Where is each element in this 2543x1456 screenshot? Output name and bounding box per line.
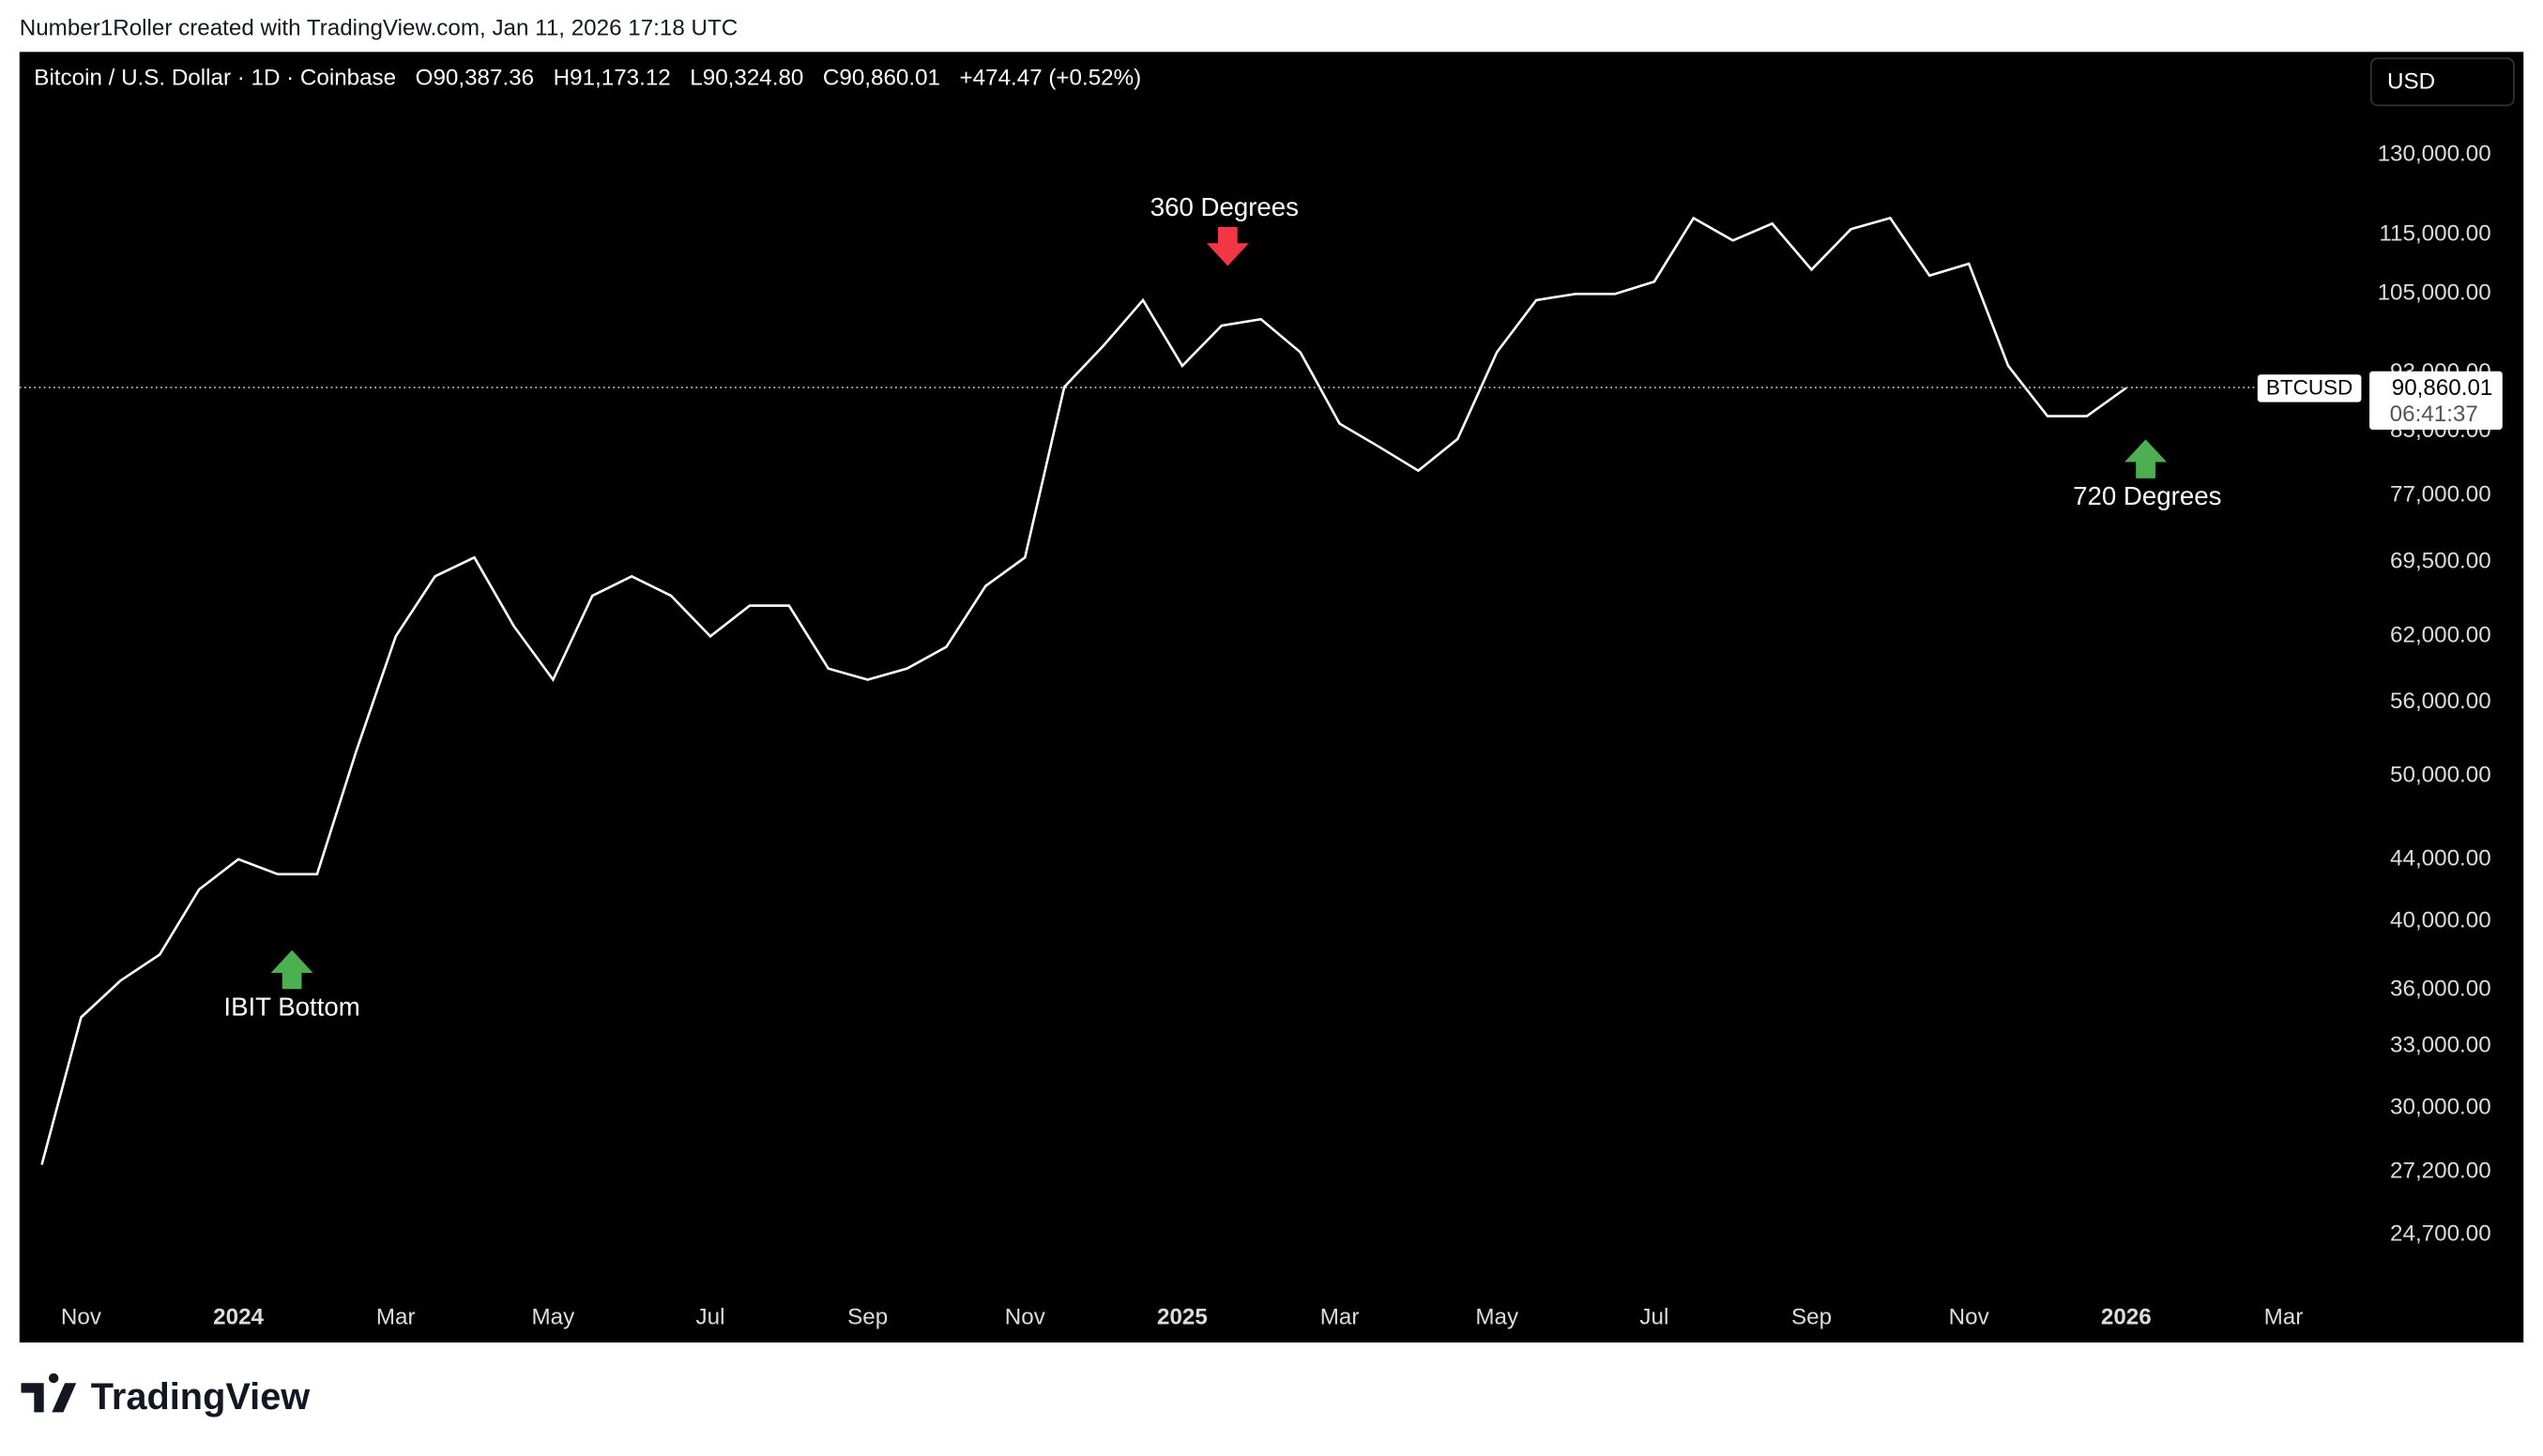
last-price: 90,860.01 — [2392, 375, 2493, 401]
x-tick-label: May — [532, 1304, 576, 1329]
y-tick-label: 105,000.00 — [2378, 281, 2491, 306]
symbol: Bitcoin / U.S. Dollar · 1D · Coinbase — [34, 66, 396, 91]
x-tick-label: Mar — [376, 1304, 416, 1329]
x-tick-label: Jul — [1639, 1304, 1668, 1329]
watermark: Number1Roller created with TradingView.c… — [20, 15, 738, 40]
x-tick-label: Jul — [696, 1304, 725, 1329]
close: C90,860.01 — [823, 66, 940, 91]
y-tick-label: 36,000.00 — [2390, 976, 2491, 1001]
x-tick-label: 2024 — [213, 1304, 264, 1329]
currency[interactable]: USD — [2387, 69, 2435, 95]
header: Bitcoin / U.S. Dollar · 1D · Coinbase O9… — [34, 66, 1141, 91]
x-tick-label: Mar — [1320, 1304, 1360, 1329]
y-tick-label: 33,000.00 — [2390, 1033, 2491, 1058]
y-tick-label: 50,000.00 — [2390, 763, 2491, 788]
y-tick-label: 27,200.00 — [2390, 1158, 2491, 1183]
y-tick-label: 62,000.00 — [2390, 623, 2491, 648]
x-tick-label: Sep — [1791, 1304, 1832, 1329]
logo-text: TradingView — [91, 1376, 310, 1418]
y-tick-label: 115,000.00 — [2379, 221, 2490, 247]
x-tick-label: Mar — [2264, 1304, 2304, 1329]
arrow-up — [270, 949, 313, 990]
y-tick-label: 130,000.00 — [2378, 142, 2491, 167]
price-box — [2369, 371, 2503, 430]
logo-mark — [21, 1373, 77, 1413]
y-tick-label: 44,000.00 — [2390, 845, 2491, 871]
arrow-up — [2124, 439, 2168, 478]
chart-panel — [19, 52, 2524, 1343]
countdown: 06:41:37 — [2390, 402, 2478, 427]
y-tick-label: 30,000.00 — [2390, 1095, 2491, 1120]
arrow-down — [1206, 226, 1249, 266]
x-tick-label: Nov — [1005, 1304, 1046, 1329]
x-tick-label: Nov — [61, 1304, 102, 1329]
annotation: 360 Degrees — [1150, 192, 1299, 221]
low: L90,324.80 — [690, 66, 803, 91]
logo: TradingView — [21, 1373, 310, 1418]
y-tick-label: 77,000.00 — [2390, 482, 2491, 508]
price-labels: BTCUSD 90,860.01 06:41:37 — [19, 371, 2503, 430]
annotation: IBIT Bottom — [223, 992, 359, 1021]
x-tick-label: Sep — [847, 1304, 888, 1329]
y-tick-label: 24,700.00 — [2390, 1221, 2491, 1246]
x-tick-label: 2025 — [1157, 1304, 1208, 1329]
annotation: 720 Degrees — [2073, 481, 2221, 510]
currency-button[interactable] — [2369, 57, 2515, 107]
x-tick-label: 2026 — [2101, 1304, 2152, 1329]
x-tick-label: May — [1475, 1304, 1519, 1329]
ticker-box — [2257, 374, 2362, 402]
price-line — [40, 216, 2127, 1165]
y-tick-label: 69,500.00 — [2390, 549, 2491, 574]
y-tick-label: 40,000.00 — [2390, 907, 2491, 933]
high: H91,173.12 — [554, 66, 671, 91]
y-tick-label: 56,000.00 — [2390, 689, 2491, 714]
open: O90,387.36 — [416, 66, 534, 91]
plot-area — [40, 216, 2127, 1165]
x-tick-label: Nov — [1949, 1304, 1990, 1329]
change: +474.47 (+0.52%) — [960, 66, 1142, 91]
ticker: BTCUSD — [2266, 376, 2353, 400]
